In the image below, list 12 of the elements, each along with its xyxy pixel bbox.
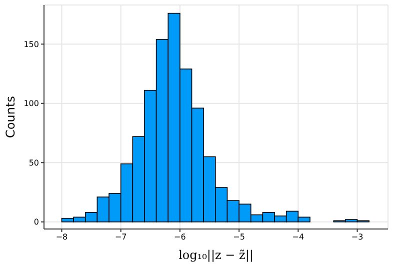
y-tick-label: 150 (24, 40, 39, 49)
y-axis-title: Counts (3, 96, 18, 138)
x-tick-label: −5 (233, 232, 245, 242)
y-tick-label: 100 (24, 99, 39, 108)
y-tick-label: 0 (34, 218, 39, 227)
x-tick-label: −8 (56, 232, 68, 242)
x-axis-title: log₁₀||z − z̃|| (178, 248, 254, 262)
x-tick-label: −4 (292, 232, 304, 242)
x-tick-label: −3 (351, 232, 364, 242)
x-tick-label: −6 (174, 232, 186, 242)
x-tick-label: −7 (114, 232, 127, 242)
y-tick-label: 50 (28, 158, 39, 168)
